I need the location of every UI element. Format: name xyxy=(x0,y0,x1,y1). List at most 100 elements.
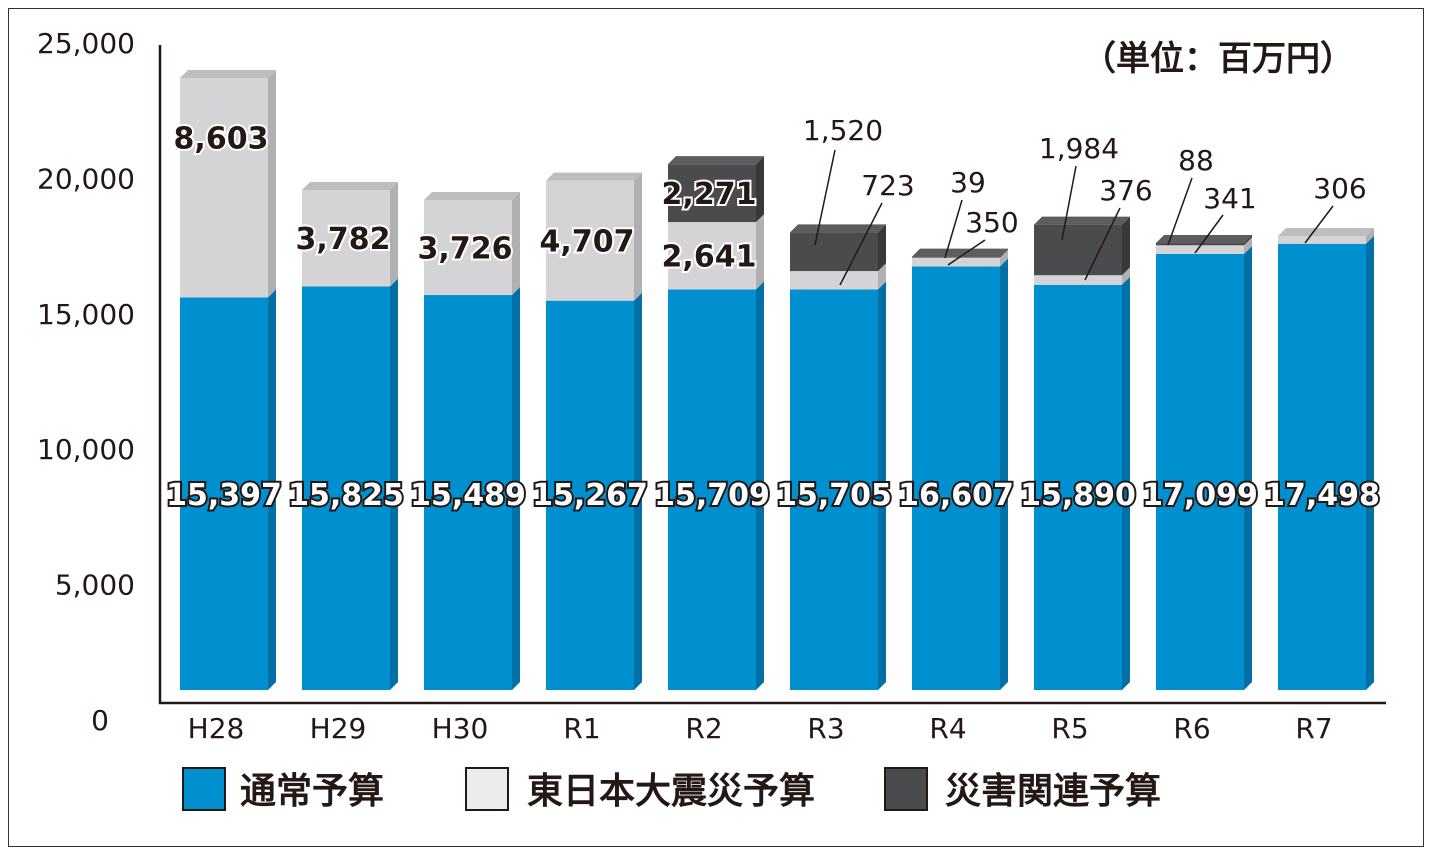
bar-segment-2 xyxy=(912,256,1000,258)
legend-swatch xyxy=(884,767,928,811)
y-tick-label: 5,000 xyxy=(55,569,135,602)
data-label: 8,603 xyxy=(174,122,269,157)
bar-segment-0 xyxy=(180,297,268,690)
data-label: 3,726 xyxy=(418,232,513,267)
bar-side-0 xyxy=(390,278,398,690)
data-label: 15,890 xyxy=(1020,478,1136,513)
bar-segment-1 xyxy=(1034,275,1122,285)
bar-segment-0 xyxy=(1034,284,1122,690)
bar-segment-0 xyxy=(546,300,634,690)
legend-label: 通常予算 xyxy=(240,771,384,812)
x-tick-label: R3 xyxy=(807,712,844,745)
data-label: 3,782 xyxy=(296,222,391,257)
bar-side-0 xyxy=(634,292,642,690)
data-label: 723 xyxy=(861,169,914,202)
x-tick-label: R6 xyxy=(1173,712,1210,745)
data-label: 15,267 xyxy=(532,478,648,513)
data-label: 306 xyxy=(1313,172,1366,205)
bar-top xyxy=(546,172,642,181)
bar-top xyxy=(302,182,398,191)
data-label: 341 xyxy=(1203,182,1256,215)
data-label: 15,705 xyxy=(776,478,892,513)
leader-line xyxy=(814,149,836,246)
bar-segment-0 xyxy=(912,266,1000,690)
data-label: 39 xyxy=(950,166,986,199)
bar-top xyxy=(912,248,1008,257)
y-tick-label: 0 xyxy=(91,704,109,737)
leader-line xyxy=(1194,214,1224,254)
bar-top xyxy=(668,156,764,165)
bar-side-2 xyxy=(1244,235,1252,246)
bar-segment-1 xyxy=(546,180,634,301)
y-tick-label: 25,000 xyxy=(37,27,135,60)
x-tick-label: H29 xyxy=(310,712,367,745)
bar-segment-1 xyxy=(302,190,390,287)
bar-side-1 xyxy=(1244,237,1252,254)
unit-label: （単位：百万円） xyxy=(1082,39,1354,79)
data-label: 350 xyxy=(965,206,1018,239)
data-label: 17,498 xyxy=(1264,478,1380,513)
bar-side-1 xyxy=(1366,227,1374,244)
bar-side-1 xyxy=(634,172,642,301)
bar-side-0 xyxy=(1000,258,1008,690)
leader-line xyxy=(944,199,963,259)
leader-line xyxy=(839,202,883,286)
bar-top xyxy=(1156,235,1252,244)
data-label: 16,607 xyxy=(898,478,1014,513)
data-label: 15,709 xyxy=(654,478,770,513)
bar-side-1 xyxy=(756,214,764,290)
bar-segment-0 xyxy=(1156,253,1244,690)
bar-segment-1 xyxy=(424,200,512,296)
x-tick-label: H30 xyxy=(432,712,489,745)
legend-swatch xyxy=(182,767,226,811)
bar-segment-1 xyxy=(180,78,268,298)
y-tick-label: 15,000 xyxy=(37,298,135,331)
data-label: 1,520 xyxy=(803,114,883,147)
data-label: 2,271 xyxy=(662,177,757,212)
x-tick-label: R1 xyxy=(563,712,600,745)
bar-top xyxy=(1034,216,1130,225)
x-tick-label: R2 xyxy=(685,712,722,745)
data-label: 2,641 xyxy=(662,240,757,275)
chart-frame xyxy=(8,8,1424,847)
bar-side-0 xyxy=(268,289,276,690)
bar-side-2 xyxy=(1122,216,1130,276)
legend-swatch xyxy=(465,767,509,811)
x-tick-label: R4 xyxy=(929,712,966,745)
data-label: 376 xyxy=(1099,174,1152,207)
bar-side-1 xyxy=(1000,249,1008,267)
bar-segment-0 xyxy=(302,286,390,690)
data-label: 1,984 xyxy=(1039,132,1119,165)
bar-side-2 xyxy=(1000,248,1008,258)
legend-label: 東日本大震災予算 xyxy=(527,771,815,812)
data-label: 15,489 xyxy=(410,478,526,513)
bar-segment-1 xyxy=(790,271,878,290)
bar-side-0 xyxy=(1122,276,1130,690)
data-label: 88 xyxy=(1178,144,1214,177)
bar-side-0 xyxy=(878,281,886,690)
data-label: 17,099 xyxy=(1142,478,1258,513)
x-tick-label: R5 xyxy=(1051,712,1088,745)
bar-side-0 xyxy=(1366,235,1374,690)
bar-segment-1 xyxy=(1156,245,1244,254)
leader-line xyxy=(1167,177,1193,246)
bar-side-0 xyxy=(756,281,764,690)
data-label: 15,825 xyxy=(288,478,404,513)
leader-line xyxy=(1061,165,1077,241)
bar-segment-0 xyxy=(424,295,512,690)
bar-side-0 xyxy=(512,287,520,690)
bar-side-2 xyxy=(878,224,886,272)
bar-top xyxy=(180,70,276,78)
bar-side-1 xyxy=(1122,267,1130,285)
bar-top xyxy=(790,224,886,233)
leader-line xyxy=(947,239,986,266)
bar-segment-2 xyxy=(668,164,756,223)
bar-side-1 xyxy=(512,192,520,296)
bar-side-1 xyxy=(268,70,276,298)
bar-segment-2 xyxy=(1156,243,1244,246)
bar-segment-1 xyxy=(668,222,756,290)
x-tick-label: H28 xyxy=(188,712,245,745)
bar-segment-0 xyxy=(668,289,756,690)
legend-label: 災害関連予算 xyxy=(945,771,1161,812)
